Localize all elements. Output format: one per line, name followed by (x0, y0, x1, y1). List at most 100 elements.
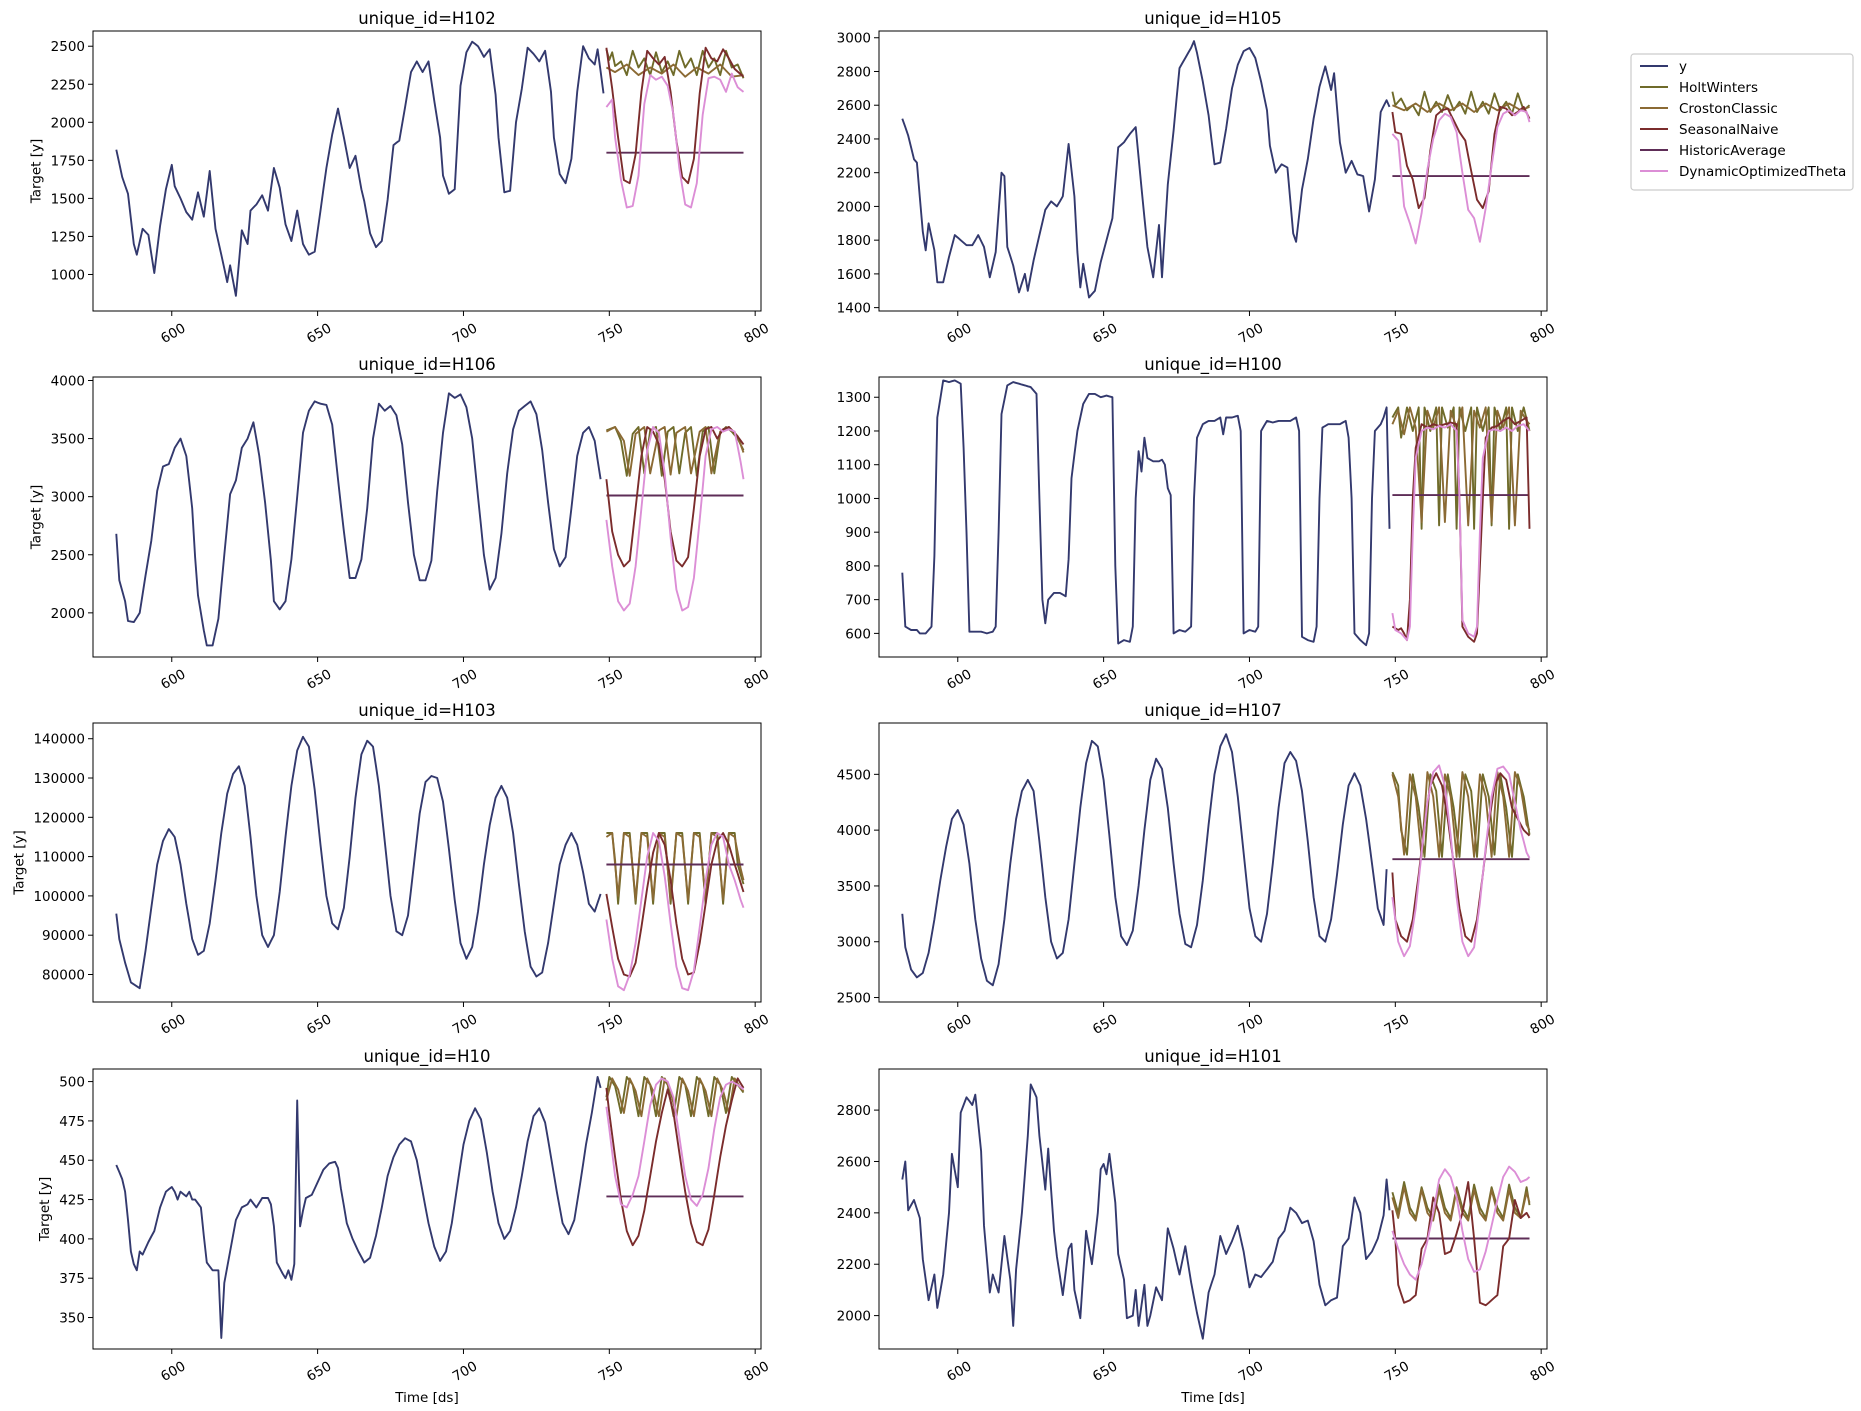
series-group (901, 379, 1531, 647)
x-tick-label: 650 (1090, 1358, 1120, 1385)
legend-label: CrostonClassic (1679, 101, 1778, 117)
y-tick-label: 2500 (51, 39, 85, 55)
y-tick-label: 2500 (837, 991, 871, 1007)
y-tick-label: 700 (845, 593, 871, 609)
subplot-h102: unique_id=H102 600 650 700 750 800 1000 1250 150… (29, 9, 772, 347)
series-line-crostonclassic (605, 63, 744, 78)
y-tick-label: 2000 (51, 115, 85, 131)
x-tick-label: 750 (596, 1011, 626, 1038)
x-tick-label: 600 (944, 666, 974, 693)
legend-label: HoltWinters (1679, 80, 1758, 96)
series-line-holtwinters (605, 49, 745, 79)
subplot-h105: unique_id=H105 600 650 700 750 800 1400 1600 180… (837, 9, 1558, 347)
x-tick-label: 650 (1090, 1011, 1120, 1038)
x-tick-label: 650 (304, 1011, 334, 1038)
x-tick-label: 800 (1528, 1358, 1558, 1385)
axes-frame (92, 30, 762, 312)
y-axis-label: Target [y] (29, 485, 45, 551)
axes-frame (92, 722, 762, 1003)
series-line-dynamicoptimizedtheta (1391, 423, 1531, 642)
y-tick-label: 2000 (837, 1309, 871, 1325)
y-tick-label: 500 (59, 1075, 85, 1091)
series-line-crostonclassic (605, 832, 745, 901)
subplot-title: unique_id=H106 (358, 355, 496, 375)
y-tick-label: 2800 (837, 1103, 871, 1119)
axes-frame (878, 30, 1548, 312)
axes-frame (92, 376, 762, 658)
series-group (115, 735, 745, 992)
legend-entries: y HoltWinters CrostonClassic SeasonalNaive H… (1640, 59, 1846, 180)
x-tick-label: 600 (158, 320, 188, 347)
y-tick-label: 600 (845, 626, 871, 642)
y-tick-label: 2800 (837, 64, 871, 80)
subplot-h10: unique_id=H10 600 650 700 750 800 350 375 400 425… (37, 1047, 772, 1406)
series-line-holtwinters (606, 426, 745, 477)
subplot-h101: unique_id=H101 600 650 700 750 800 2000 2200 240… (837, 1047, 1558, 1406)
y-axis-label: Target [y] (37, 1177, 53, 1243)
y-tick-label: 1000 (51, 267, 85, 283)
x-tick-label: 700 (1236, 1011, 1266, 1038)
y-tick-label: 2250 (51, 77, 85, 93)
x-tick-label: 600 (944, 320, 974, 347)
y-tick-label: 2200 (837, 166, 871, 182)
x-tick-label: 600 (158, 1011, 188, 1038)
y-tick-label: 80000 (42, 967, 85, 983)
subplot-h103: unique_id=H103 600 650 700 750 800 80000 90000 1… (11, 701, 771, 1038)
legend-label: DynamicOptimizedTheta (1679, 164, 1846, 180)
y-tick-label: 1600 (837, 267, 871, 283)
series-line-crostonclassic (1391, 406, 1531, 527)
x-tick-label: 750 (1382, 666, 1412, 693)
series-line-dynamicoptimizedtheta (1391, 109, 1531, 245)
y-tick-label: 3000 (837, 935, 871, 951)
y-tick-label: 2500 (51, 548, 85, 564)
x-tick-label: 800 (1528, 1011, 1558, 1038)
x-tick-label: 800 (1528, 666, 1558, 693)
series-line-y (115, 1075, 602, 1339)
y-tick-label: 375 (59, 1271, 85, 1287)
y-axis-label: Target [y] (29, 139, 45, 205)
y-tick-label: 130000 (33, 771, 85, 787)
y-tick-label: 3500 (837, 879, 871, 895)
x-tick-label: 800 (742, 1011, 772, 1038)
x-tick-label: 600 (944, 1011, 974, 1038)
y-tick-label: 1300 (837, 390, 871, 406)
y-tick-label: 450 (59, 1153, 85, 1169)
x-tick-label: 700 (450, 1358, 480, 1385)
y-tick-label: 2400 (837, 132, 871, 148)
series-group (901, 1083, 1531, 1340)
y-tick-label: 3500 (51, 432, 85, 448)
series-line-y (901, 40, 1391, 299)
y-tick-label: 425 (59, 1193, 85, 1209)
y-tick-label: 140000 (33, 732, 85, 748)
y-axis-label: Target [y] (11, 830, 27, 896)
series-line-dynamicoptimizedtheta (605, 72, 745, 209)
y-tick-label: 3000 (51, 490, 85, 506)
series-line-dynamicoptimizedtheta (1391, 764, 1531, 958)
series-line-y (901, 733, 1388, 987)
series-line-y (115, 735, 602, 990)
series-line-seasonalnaive (605, 1077, 745, 1247)
subplot-title: unique_id=H100 (1144, 355, 1282, 375)
x-axis-label: Time [ds] (394, 1390, 458, 1406)
y-tick-label: 1200 (837, 424, 871, 440)
y-tick-label: 350 (59, 1311, 85, 1327)
subplot-title: unique_id=H105 (1144, 9, 1282, 29)
x-tick-label: 800 (742, 1358, 772, 1385)
legend-label: SeasonalNaive (1679, 122, 1778, 138)
x-tick-label: 650 (304, 666, 334, 693)
series-line-y (115, 392, 602, 647)
subplot-title: unique_id=H101 (1144, 1047, 1282, 1067)
x-tick-label: 700 (1236, 1358, 1266, 1385)
y-tick-label: 90000 (42, 928, 85, 944)
series-line-y (901, 1083, 1391, 1340)
series-line-seasonalnaive (1391, 772, 1531, 943)
x-tick-label: 700 (1236, 320, 1266, 347)
y-tick-label: 1100 (837, 458, 871, 474)
subplot-title: unique_id=H107 (1144, 701, 1282, 721)
series-line-crostonclassic (605, 426, 745, 477)
legend: y HoltWinters CrostonClassic SeasonalNaive H… (1630, 53, 1854, 191)
legend-frame (1630, 53, 1854, 191)
x-tick-label: 750 (596, 1358, 626, 1385)
y-tick-label: 475 (59, 1114, 85, 1130)
series-line-holtwinters (1391, 771, 1531, 858)
